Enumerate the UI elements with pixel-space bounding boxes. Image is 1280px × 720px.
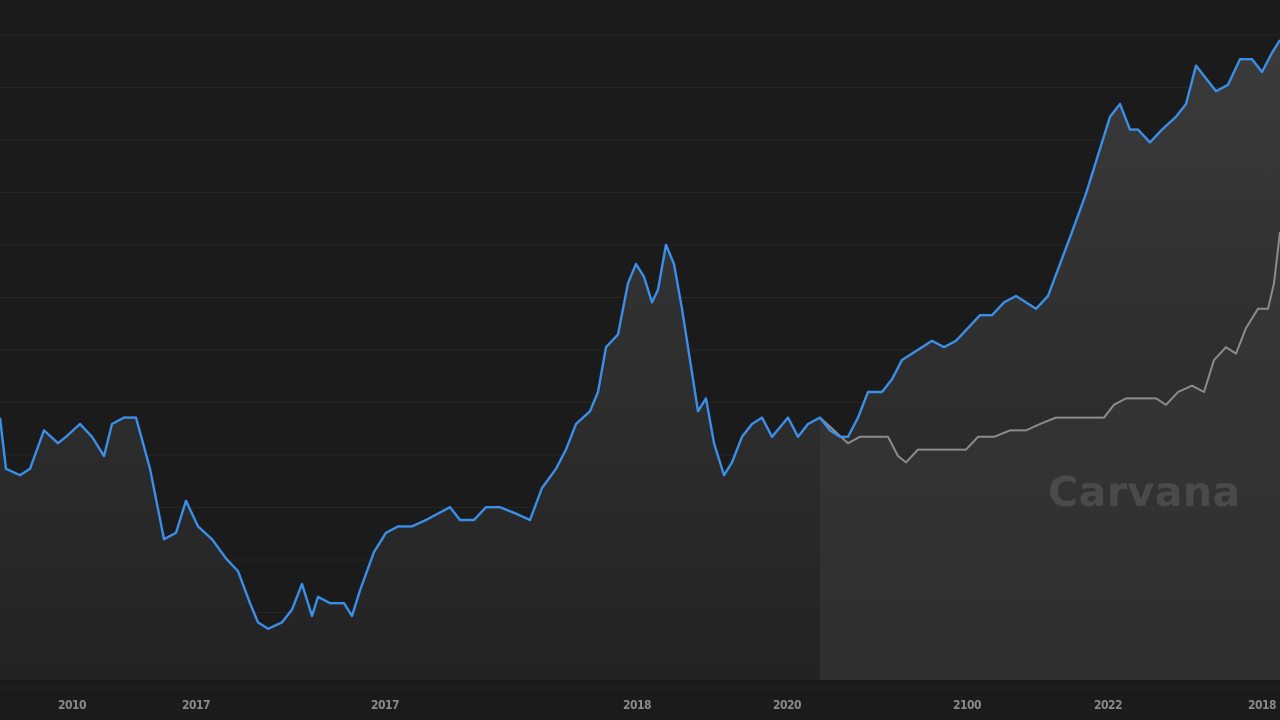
- area-fill-secondary: [820, 232, 1280, 680]
- x-tick-label: 2017: [370, 698, 400, 712]
- x-tick-label: 2017: [181, 698, 211, 712]
- x-tick-label: 2100: [952, 698, 982, 712]
- x-tick-label: 2020: [772, 698, 802, 712]
- carvana-watermark: Carvana: [1048, 468, 1241, 516]
- x-tick-label: 2018: [1247, 698, 1277, 712]
- primary-series-line: [0, 39, 1280, 630]
- x-tick-label: 2010: [57, 698, 87, 712]
- x-tick-label: 2018: [622, 698, 652, 712]
- x-tick-label: 2022: [1093, 698, 1123, 712]
- x-axis: 2010 2017 2017 2018 2020 2100 2022 2018: [0, 698, 1280, 720]
- secondary-series-line: [819, 231, 1280, 464]
